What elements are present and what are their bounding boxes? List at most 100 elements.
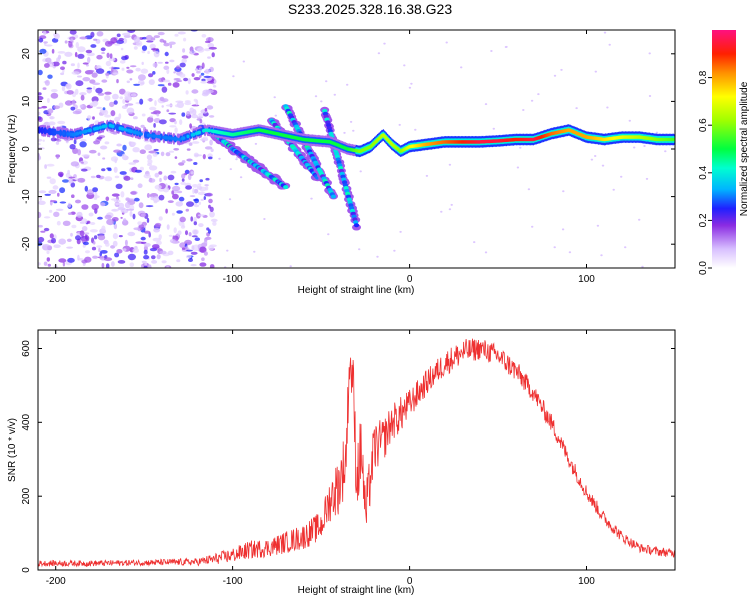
noise-blob [606,106,609,109]
noise-blob [115,202,121,206]
noise-blob [448,208,452,211]
noise-blob [175,100,184,103]
trace-cell [182,136,186,140]
snr-series-line [38,338,675,568]
noise-blob [208,229,211,234]
noise-blob [48,121,56,126]
trace-cell [84,129,88,134]
noise-blob [97,216,103,220]
noise-blob [209,66,214,72]
noise-blob [522,109,525,111]
noise-blob [208,46,217,50]
noise-blob [121,56,128,61]
noise-blob [201,78,206,82]
noise-blob [80,94,85,101]
noise-blob [97,92,105,96]
noise-blob [144,260,148,266]
noise-blob [97,152,101,156]
noise-blob [88,212,94,217]
noise-blob [44,79,50,86]
noise-blob [43,41,48,44]
noise-blob [47,98,50,103]
noise-blob [156,113,160,117]
noise-blob [61,86,66,92]
noise-blob [79,92,87,96]
noise-blob [86,189,94,196]
noise-blob [163,42,170,47]
noise-blob [96,31,104,37]
x-tick-label: -100 [223,576,243,587]
noise-blob [38,111,41,116]
noise-blob [158,234,162,240]
noise-blob [167,82,172,86]
noise-blob [110,110,116,117]
noise-blob [66,246,74,249]
noise-blob [95,65,100,69]
noise-blob [106,219,115,226]
noise-blob [645,177,649,180]
noise-blob [516,166,520,169]
noise-blob [289,265,292,268]
noise-blob [167,200,174,204]
noise-blob [352,129,355,132]
noise-blob [139,149,146,154]
noise-blob [38,236,45,243]
noise-blob [601,164,605,167]
noise-blob [209,139,213,146]
noise-blob [176,65,180,70]
noise-blob [65,83,70,88]
spectrogram-y-label: Frequency (Hz) [7,115,18,184]
noise-blob [67,212,73,216]
noise-blob [164,51,169,57]
noise-blob [104,40,113,47]
colorbar-tick-label: 0.8 [698,70,709,84]
noise-blob [185,90,189,95]
noise-blob [122,248,127,252]
noise-blob [193,188,199,194]
noise-blob [189,195,196,198]
noise-blob [59,201,67,204]
noise-blob [161,105,164,108]
noise-blob [173,227,177,234]
noise-blob [152,237,161,242]
noise-blob [206,81,215,84]
trace-cell [121,127,125,131]
noise-blob [185,254,192,259]
noise-blob [181,112,186,117]
noise-blob [112,240,118,247]
noise-blob [203,239,208,246]
noise-blob [47,263,51,267]
noise-blob [143,242,151,247]
noise-blob [138,202,144,209]
noise-blob [193,98,198,102]
noise-blob [125,96,132,102]
y-tick-label: 400 [21,414,32,431]
noise-blob [425,174,429,177]
noise-blob [60,66,65,70]
noise-blob [141,50,146,54]
noise-blob [600,254,603,257]
noise-blob [81,161,84,164]
noise-blob [62,261,66,267]
noise-blob [460,66,463,69]
noise-blob [641,265,644,268]
noise-blob [96,106,102,109]
noise-blob [199,262,207,267]
trace-cell [207,128,211,133]
noise-blob [173,148,180,151]
noise-blob [92,187,98,193]
noise-blob [504,46,508,48]
noise-blob [359,170,362,173]
noise-blob [596,224,600,227]
noise-blob [95,68,105,74]
noise-blob [274,114,277,117]
noise-blob [208,115,215,118]
noise-blob [181,173,186,179]
noise-blob [41,105,48,109]
noise-blob [194,237,200,241]
noise-blob [97,234,106,241]
noise-blob [194,68,199,71]
noise-blob [57,171,64,177]
noise-blob [198,201,202,205]
noise-blob [133,227,141,231]
